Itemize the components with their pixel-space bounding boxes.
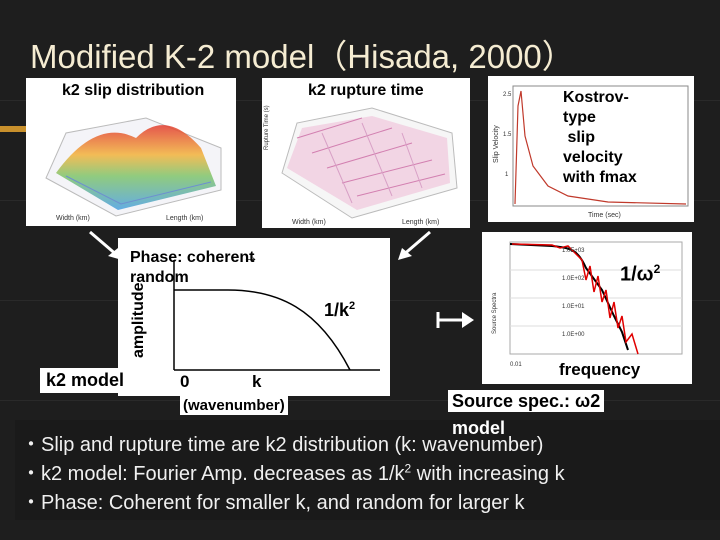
k2-axes: [173, 260, 380, 371]
source-spectrum-label: Source spec.: ω2: [448, 390, 605, 412]
slip-distribution-label: k2 slip distribution: [60, 82, 207, 100]
bullet-text-tail: with increasing k: [411, 463, 565, 485]
decay-label: 1/k2: [324, 300, 355, 321]
svg-text:Rupture Time (s): Rupture Time (s): [264, 105, 270, 150]
bullet-text: ・Phase: Coherent for smaller k, and rand…: [21, 492, 525, 514]
source-spectrum-chart: 1.0E+03 1.0E+02 1.0E+01 1.0E+00 0.01 0.1…: [492, 241, 683, 368]
svg-text:Width (km): Width (km): [56, 215, 90, 222]
kostrov-line: with fmax: [563, 169, 637, 186]
source-spectrum-line1: Source spec.: ω2: [452, 391, 601, 411]
arrow-down-left-icon: [398, 230, 431, 260]
slide-title: Modified K-2 model（Hisada, 2000）: [30, 38, 575, 75]
svg-text:1.5: 1.5: [503, 132, 512, 138]
svg-text:Source Spectra: Source Spectra: [492, 292, 498, 334]
decay-exponent: 2: [349, 300, 356, 312]
source-spectrum-line2: model: [452, 418, 506, 438]
kostrov-line: type: [563, 109, 596, 126]
phase-random-text: random: [130, 269, 189, 286]
svg-text:1.0E+02: 1.0E+02: [562, 276, 585, 282]
decay-text: 1/k: [324, 300, 350, 320]
bullet-item: ・k2 model: Fourier Amp. decreases as 1/k…: [21, 457, 565, 486]
kostrov-line: Kostrov-: [563, 89, 629, 106]
bullet-text: ・k2 model: Fourier Amp. decreases as 1/k: [21, 463, 405, 485]
rupture-time-label: k2 rupture time: [306, 82, 426, 100]
svg-text:1.0E+03: 1.0E+03: [562, 248, 585, 254]
slip-distribution-panel: Width (km) Length (km): [26, 78, 236, 226]
bullet-exponent: 2: [404, 461, 412, 476]
arrow-right-icon: →: [242, 249, 259, 266]
phase-coherent-text: Phase: coherent: [130, 249, 255, 266]
k2-model-label: k2 model: [40, 368, 131, 393]
svg-text:Length (km): Length (km): [166, 215, 203, 222]
kostrov-panel: Slip Velocity Time (sec) 2.5 1.5 1: [488, 76, 694, 222]
bullet-text: ・Slip and rupture time are k2 distributi…: [21, 434, 544, 456]
bullet-item: ・Phase: Coherent for smaller k, and rand…: [21, 486, 525, 515]
rupture-time-panel: Rupture Time (s) Width (km) Length (km): [262, 78, 470, 228]
x-unit-label: (wavenumber): [180, 396, 288, 415]
svg-text:Time (sec): Time (sec): [588, 212, 621, 219]
svg-text:Slip Velocity: Slip Velocity: [493, 125, 500, 163]
x-origin-label: 0: [180, 372, 190, 391]
omega-decay-label: 1/ω2: [620, 262, 660, 287]
svg-text:Length (km): Length (km): [402, 219, 439, 226]
kostrov-label: Kostrov- type slip velocity with fmax: [563, 88, 637, 188]
rupture-time-3d-plot: Rupture Time (s) Width (km) Length (km): [264, 105, 458, 226]
k2-model-plot: [118, 238, 390, 396]
kostrov-line: velocity: [563, 149, 623, 166]
source-spectrum-plot: 1.0E+03 1.0E+02 1.0E+01 1.0E+00 0.01 0.1…: [482, 232, 692, 384]
omega-exponent: 2: [653, 262, 661, 276]
bullet-item: ・Slip and rupture time are k2 distributi…: [21, 428, 543, 457]
amplitude-axis-label: amplitude: [130, 282, 147, 358]
summary-bullets: ・Slip and rupture time are k2 distributi…: [15, 420, 720, 520]
svg-text:1: 1: [505, 172, 509, 178]
slip-distribution-3d-plot: Width (km) Length (km): [45, 117, 222, 222]
x-k-label: k: [252, 372, 262, 391]
svg-text:0.01: 0.01: [510, 362, 522, 368]
omega-text: 1/ω: [620, 263, 654, 286]
frequency-label: frequency: [556, 360, 644, 380]
arrow-right-icon: [436, 312, 474, 328]
svg-text:Width (km): Width (km): [292, 219, 326, 226]
slip-velocity-plot: Slip Velocity Time (sec) 2.5 1.5 1: [493, 85, 689, 219]
svg-text:1.0E+01: 1.0E+01: [562, 304, 585, 310]
svg-text:2.5: 2.5: [503, 92, 512, 98]
svg-text:1.0E+00: 1.0E+00: [562, 332, 585, 338]
phase-label: Phase: coherent→ random: [130, 248, 258, 288]
kostrov-line: slip: [563, 129, 596, 146]
